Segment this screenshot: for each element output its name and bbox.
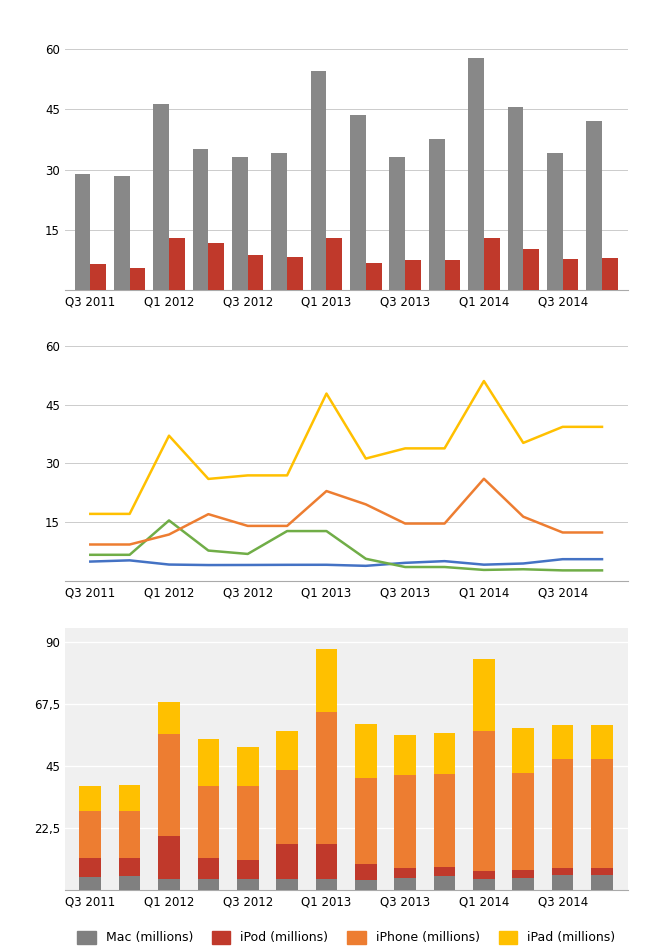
Bar: [232, 157, 248, 290]
Bar: [237, 747, 259, 786]
Bar: [197, 740, 219, 786]
Bar: [429, 139, 444, 290]
Bar: [114, 175, 129, 290]
Bar: [119, 858, 140, 876]
Bar: [366, 263, 382, 290]
Bar: [552, 725, 573, 760]
Bar: [586, 121, 602, 290]
Bar: [395, 735, 416, 775]
Bar: [311, 70, 327, 290]
Bar: [197, 879, 219, 890]
Bar: [158, 734, 180, 836]
Bar: [80, 877, 101, 890]
Bar: [591, 867, 613, 875]
Bar: [316, 844, 337, 879]
Bar: [591, 875, 613, 890]
Bar: [193, 149, 208, 290]
Bar: [355, 880, 377, 890]
Bar: [473, 659, 495, 731]
Bar: [512, 773, 534, 870]
Bar: [153, 104, 169, 290]
Bar: [80, 785, 101, 811]
Bar: [237, 861, 259, 879]
Bar: [433, 774, 455, 866]
Bar: [395, 878, 416, 890]
Bar: [523, 249, 539, 290]
Bar: [248, 255, 263, 290]
Bar: [395, 868, 416, 878]
Bar: [237, 786, 259, 861]
Bar: [129, 268, 146, 290]
Bar: [169, 238, 185, 290]
Bar: [80, 811, 101, 859]
Bar: [271, 153, 287, 290]
Bar: [237, 879, 259, 890]
Bar: [197, 786, 219, 858]
Bar: [119, 785, 140, 810]
Bar: [512, 870, 534, 878]
Bar: [563, 259, 578, 290]
Bar: [276, 844, 298, 879]
Bar: [473, 731, 495, 871]
Bar: [276, 770, 298, 844]
Bar: [158, 702, 180, 734]
Bar: [473, 871, 495, 879]
Bar: [80, 859, 101, 877]
Bar: [355, 778, 377, 864]
Bar: [287, 257, 303, 290]
Bar: [484, 238, 499, 290]
Bar: [591, 760, 613, 867]
Bar: [433, 877, 455, 890]
Bar: [405, 260, 421, 290]
Bar: [91, 264, 106, 290]
Bar: [389, 157, 405, 290]
Bar: [433, 866, 455, 877]
Bar: [316, 712, 337, 844]
Bar: [208, 243, 224, 290]
Bar: [197, 858, 219, 879]
Bar: [468, 58, 484, 290]
Bar: [547, 153, 563, 290]
Bar: [473, 879, 495, 890]
Bar: [355, 724, 377, 778]
Bar: [395, 775, 416, 868]
Bar: [327, 238, 342, 290]
Bar: [158, 879, 180, 890]
Bar: [119, 810, 140, 858]
Legend: Mac (millions), iPod (millions), iPhone (millions), iPad (millions): Mac (millions), iPod (millions), iPhone …: [72, 626, 620, 649]
Bar: [158, 836, 180, 879]
Bar: [74, 173, 91, 290]
Bar: [276, 879, 298, 890]
Bar: [552, 875, 573, 890]
Bar: [512, 728, 534, 773]
Bar: [552, 760, 573, 867]
Bar: [276, 731, 298, 770]
Bar: [355, 864, 377, 880]
Bar: [512, 878, 534, 890]
Bar: [552, 867, 573, 875]
Bar: [350, 115, 366, 290]
Bar: [591, 725, 613, 760]
Legend: Mac (millions), iPod (millions), iPhone (millions), iPad (millions): Mac (millions), iPod (millions), iPhone …: [72, 925, 620, 949]
Bar: [507, 107, 523, 290]
Bar: [316, 649, 337, 712]
Bar: [316, 879, 337, 890]
Bar: [444, 260, 460, 290]
Bar: [433, 733, 455, 774]
Legend: CA (milliards $), Bénéfices (milliards $): CA (milliards $), Bénéfices (milliards $…: [175, 339, 517, 363]
Bar: [602, 258, 618, 290]
Bar: [119, 876, 140, 890]
